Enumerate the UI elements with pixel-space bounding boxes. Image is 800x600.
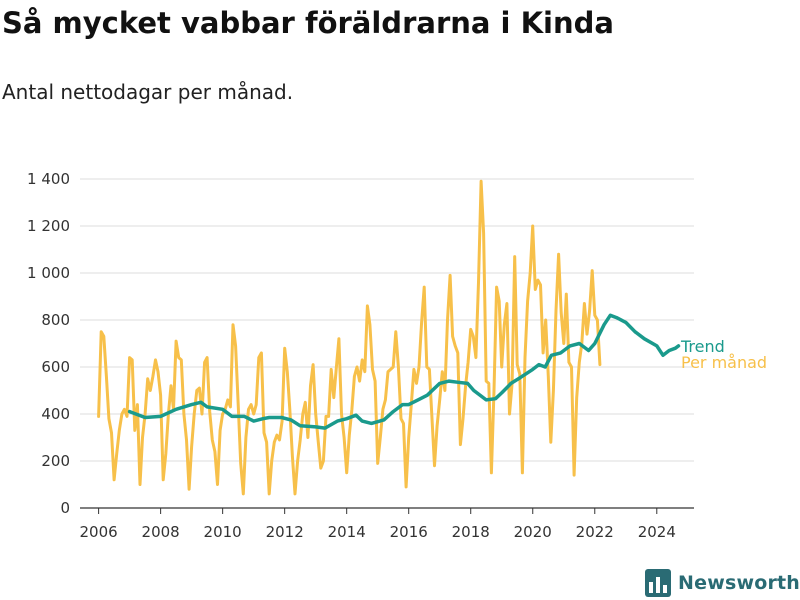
x-tick-label: 2018 (452, 523, 490, 541)
y-tick-label: 400 (41, 405, 70, 423)
x-tick-label: 2006 (80, 523, 118, 541)
brand-logo: Newsworthy (645, 568, 800, 598)
y-tick-label: 1 200 (27, 217, 70, 235)
brand-name: Newsworthy (678, 572, 800, 594)
chart-subtitle: Antal nettodagar per månad. (2, 80, 294, 104)
x-tick-label: 2020 (514, 523, 552, 541)
x-tick-label: 2016 (390, 523, 428, 541)
x-tick-label: 2024 (638, 523, 676, 541)
series-label-per-manad: Per månad (681, 353, 767, 372)
y-tick-label: 1 000 (27, 264, 70, 282)
bar-chart-logo-icon (645, 569, 671, 597)
x-tick-label: 2014 (328, 523, 366, 541)
chart-title: Så mycket vabbar föräldrarna i Kinda (2, 6, 614, 40)
y-tick-label: 1 400 (27, 170, 70, 188)
x-tick-label: 2022 (576, 523, 614, 541)
x-tick-label: 2008 (142, 523, 180, 541)
y-tick-label: 0 (60, 499, 70, 517)
series-label-trend: Trend (680, 337, 725, 356)
x-tick-label: 2012 (266, 523, 304, 541)
x-tick-label: 2010 (204, 523, 242, 541)
y-tick-label: 600 (41, 358, 70, 376)
y-tick-label: 200 (41, 452, 70, 470)
y-tick-label: 800 (41, 311, 70, 329)
series-line-trend (127, 313, 681, 430)
series-line-per-manad (97, 179, 602, 496)
